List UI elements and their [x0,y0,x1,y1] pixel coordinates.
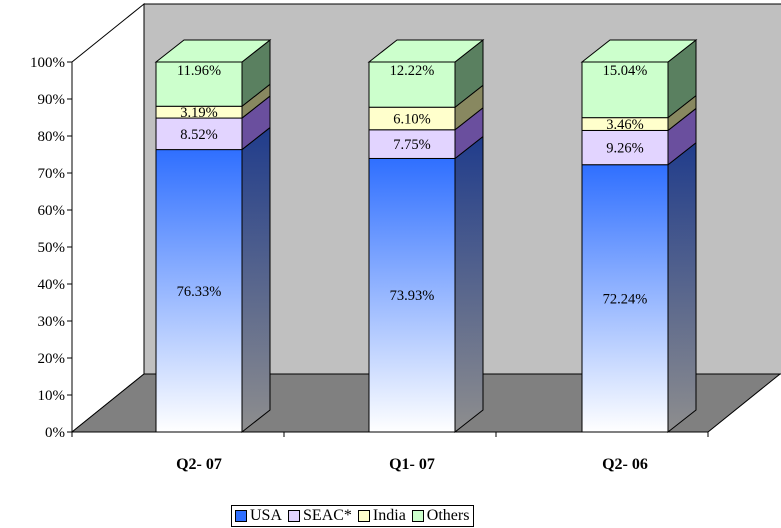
category-label: Q1- 07 [389,456,435,473]
legend-label: India [372,507,406,524]
y-tick-label: 80% [38,129,66,145]
legend-swatch [357,510,370,522]
legend: USA SEAC* India Others [231,505,475,527]
bar-segment [581,61,669,119]
bar-stack [154,38,272,434]
bar-segment [155,149,243,433]
data-label: 15.04% [603,63,648,79]
y-tick-label: 40% [38,277,66,293]
y-tick-label: 90% [38,92,66,108]
y-tick-label: 10% [38,388,66,404]
y-tick-label: 50% [38,240,66,256]
y-tick-label: 100% [30,55,65,71]
data-label: 76.33% [177,284,222,300]
bar-stack [367,38,485,434]
data-label: 73.93% [390,288,435,304]
y-tick-label: 20% [38,351,66,367]
legend-label: SEAC* [303,507,352,524]
data-label: 12.22% [390,63,435,79]
bar-segment [155,117,243,151]
bar-top-face [367,39,485,63]
data-labels: 76.33% 8.52% 3.19% 11.96% 73.93% 7.75% 6.10% 12… [177,63,648,307]
bar-segment-side [454,135,484,434]
legend-item: SEAC* [288,507,352,525]
data-label: 6.10% [393,111,430,127]
legend-label: USA [250,507,283,524]
bar-segment [368,61,456,108]
bar-stacks [154,38,698,434]
category-labels: Q2- 07 Q1- 07 Q2- 06 [176,456,648,473]
data-label: 9.26% [606,141,643,157]
data-label: 7.75% [393,137,430,153]
legend-swatch [411,510,424,522]
y-tick-label: 60% [38,203,66,219]
y-tick-label: 0% [45,425,65,441]
y-tick-label: 70% [38,166,66,182]
legend-item: USA [235,507,282,525]
category-label: Q2- 07 [176,456,222,473]
side-wall [71,2,145,434]
bar-segment [368,157,456,433]
data-label: 72.24% [603,291,648,307]
data-label: 3.46% [606,117,643,133]
bar-segment [581,129,669,166]
legend-item: India [357,507,406,525]
legend-item: Others [411,507,470,525]
bar-top-face [580,39,698,63]
data-label: 3.19% [180,105,217,121]
data-label: 11.96% [177,63,221,79]
bar-segment [581,164,669,433]
legend-swatch [235,510,247,522]
bar-top-face [154,39,272,63]
category-label: Q2- 06 [602,456,648,473]
bar-stack [580,38,698,434]
bar-segment [155,61,243,107]
data-label: 8.52% [180,127,217,143]
y-tick-label: 30% [38,314,66,330]
legend-label: Others [426,507,470,524]
bar-segment-side [241,126,271,434]
legend-swatch [288,510,301,522]
bar-segment [368,129,456,159]
bar-segment-side [667,141,697,434]
